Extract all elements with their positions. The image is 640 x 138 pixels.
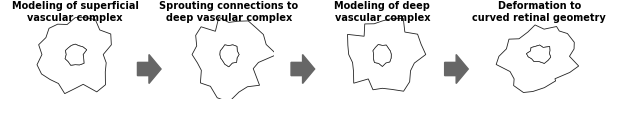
Polygon shape: [527, 45, 551, 63]
Polygon shape: [220, 45, 239, 67]
Polygon shape: [220, 45, 239, 67]
Polygon shape: [373, 45, 391, 66]
Text: Modeling of deep
vascular complex: Modeling of deep vascular complex: [335, 1, 430, 23]
Polygon shape: [373, 45, 391, 66]
Polygon shape: [65, 44, 86, 65]
Text: Modeling of superficial
vascular complex: Modeling of superficial vascular complex: [12, 1, 139, 23]
Polygon shape: [527, 45, 551, 63]
Polygon shape: [65, 44, 86, 65]
Text: Sprouting connections to
deep vascular complex: Sprouting connections to deep vascular c…: [159, 1, 298, 23]
FancyArrow shape: [138, 55, 161, 83]
FancyArrow shape: [291, 55, 315, 83]
FancyArrow shape: [445, 55, 468, 83]
Text: Deformation to
curved retinal geometry: Deformation to curved retinal geometry: [472, 1, 606, 23]
